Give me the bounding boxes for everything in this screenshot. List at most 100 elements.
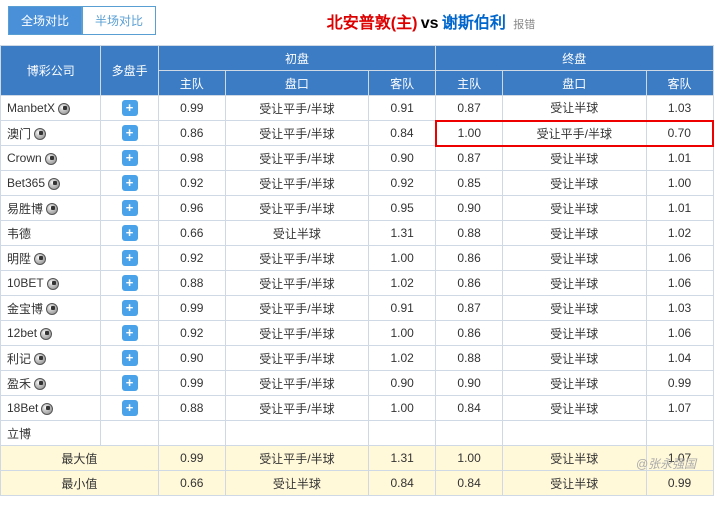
cell-f_home: 0.90 xyxy=(436,371,503,396)
cell-company[interactable]: Bet365 xyxy=(1,171,101,196)
summary-i_away: 1.31 xyxy=(369,446,436,471)
soccer-ball-icon xyxy=(34,378,46,390)
cell-company[interactable]: 10BET xyxy=(1,271,101,296)
expand-button[interactable]: + xyxy=(122,250,138,266)
watermark: @张永强国 xyxy=(636,455,696,472)
cell-f_home: 0.88 xyxy=(436,221,503,246)
cell-company[interactable]: ManbetX xyxy=(1,96,101,121)
cell-multi xyxy=(101,421,158,446)
cell-f_away: 1.04 xyxy=(646,346,713,371)
report-error-link[interactable]: 报错 xyxy=(513,19,535,31)
cell-f_home: 0.86 xyxy=(436,246,503,271)
table-row: 澳门+0.86受让平手/半球0.841.00受让平手/半球0.70 xyxy=(1,121,714,146)
th-multi: 多盘手 xyxy=(101,46,158,96)
expand-button[interactable]: + xyxy=(122,175,138,191)
soccer-ball-icon xyxy=(40,328,52,340)
table-row: ManbetX+0.99受让平手/半球0.910.87受让半球1.03 xyxy=(1,96,714,121)
soccer-ball-icon xyxy=(46,303,58,315)
cell-i_hand xyxy=(225,421,368,446)
cell-f_hand: 受让半球 xyxy=(503,96,646,121)
match-title: 北安普敦(主) vs 谢斯伯利 报错 xyxy=(156,9,706,33)
cell-company[interactable]: Crown xyxy=(1,146,101,171)
cell-company[interactable]: 澳门 xyxy=(1,121,101,146)
expand-button[interactable]: + xyxy=(122,225,138,241)
summary-i_away: 0.84 xyxy=(369,471,436,496)
cell-i_away: 1.31 xyxy=(369,221,436,246)
cell-company[interactable]: 立博 xyxy=(1,421,101,446)
cell-i_away: 1.00 xyxy=(369,246,436,271)
expand-button[interactable]: + xyxy=(122,200,138,216)
expand-button[interactable]: + xyxy=(122,100,138,116)
expand-button[interactable]: + xyxy=(122,300,138,316)
cell-company[interactable]: 盈禾 xyxy=(1,371,101,396)
team-home: 北安普敦(主) xyxy=(327,15,418,32)
cell-company[interactable]: 18Bet xyxy=(1,396,101,421)
cell-f_hand: 受让半球 xyxy=(503,346,646,371)
expand-button[interactable]: + xyxy=(122,275,138,291)
tab-half[interactable]: 半场对比 xyxy=(82,6,156,35)
cell-i_home: 0.99 xyxy=(158,96,225,121)
cell-company[interactable]: 明陞 xyxy=(1,246,101,271)
cell-i_away: 0.95 xyxy=(369,196,436,221)
cell-company[interactable]: 金宝博 xyxy=(1,296,101,321)
cell-i_home: 0.99 xyxy=(158,296,225,321)
soccer-ball-icon xyxy=(47,278,59,290)
cell-i_home: 0.90 xyxy=(158,346,225,371)
cell-company[interactable]: 12bet xyxy=(1,321,101,346)
cell-i_hand: 受让平手/半球 xyxy=(225,346,368,371)
cell-i_hand: 受让平手/半球 xyxy=(225,321,368,346)
cell-f_away xyxy=(646,421,713,446)
expand-button[interactable]: + xyxy=(122,325,138,341)
cell-multi: + xyxy=(101,96,158,121)
cell-i_hand: 受让平手/半球 xyxy=(225,371,368,396)
cell-i_hand: 受让平手/半球 xyxy=(225,146,368,171)
summary-f_home: 1.00 xyxy=(436,446,503,471)
expand-button[interactable]: + xyxy=(122,150,138,166)
cell-f_home xyxy=(436,421,503,446)
vs-text: vs xyxy=(421,15,439,32)
cell-i_home: 0.86 xyxy=(158,121,225,146)
cell-i_home: 0.92 xyxy=(158,246,225,271)
cell-f_away: 1.03 xyxy=(646,296,713,321)
soccer-ball-icon xyxy=(58,103,70,115)
cell-i_hand: 受让平手/半球 xyxy=(225,196,368,221)
cell-f_hand: 受让平手/半球 xyxy=(503,121,646,146)
cell-i_away: 0.90 xyxy=(369,146,436,171)
cell-i_away: 0.92 xyxy=(369,171,436,196)
cell-i_hand: 受让平手/半球 xyxy=(225,121,368,146)
cell-i_away: 0.91 xyxy=(369,96,436,121)
cell-multi: + xyxy=(101,121,158,146)
soccer-ball-icon xyxy=(34,253,46,265)
cell-f_away: 1.02 xyxy=(646,221,713,246)
cell-f_hand xyxy=(503,421,646,446)
cell-f_hand: 受让半球 xyxy=(503,296,646,321)
th-i-home: 主队 xyxy=(158,71,225,96)
summary-i_home: 0.99 xyxy=(158,446,225,471)
tab-full[interactable]: 全场对比 xyxy=(8,6,82,35)
cell-f_away: 1.03 xyxy=(646,96,713,121)
cell-i_home: 0.88 xyxy=(158,271,225,296)
expand-button[interactable]: + xyxy=(122,375,138,391)
soccer-ball-icon xyxy=(34,353,46,365)
expand-button[interactable]: + xyxy=(122,400,138,416)
table-row: 盈禾+0.99受让平手/半球0.900.90受让半球0.99 xyxy=(1,371,714,396)
th-i-hand: 盘口 xyxy=(225,71,368,96)
table-row: 12bet+0.92受让平手/半球1.000.86受让半球1.06 xyxy=(1,321,714,346)
cell-f_home: 0.84 xyxy=(436,396,503,421)
cell-multi: + xyxy=(101,246,158,271)
cell-i_away: 1.02 xyxy=(369,346,436,371)
cell-company[interactable]: 利记 xyxy=(1,346,101,371)
cell-company[interactable]: 韦德 xyxy=(1,221,101,246)
cell-multi: + xyxy=(101,171,158,196)
expand-button[interactable]: + xyxy=(122,125,138,141)
cell-i_home: 0.99 xyxy=(158,371,225,396)
expand-button[interactable]: + xyxy=(122,350,138,366)
cell-company[interactable]: 易胜博 xyxy=(1,196,101,221)
cell-f_home: 0.87 xyxy=(436,96,503,121)
summary-i_hand: 受让平手/半球 xyxy=(225,446,368,471)
cell-multi: + xyxy=(101,371,158,396)
table-row: 立博 xyxy=(1,421,714,446)
summary-i_home: 0.66 xyxy=(158,471,225,496)
cell-multi: + xyxy=(101,296,158,321)
cell-i_home: 0.66 xyxy=(158,221,225,246)
